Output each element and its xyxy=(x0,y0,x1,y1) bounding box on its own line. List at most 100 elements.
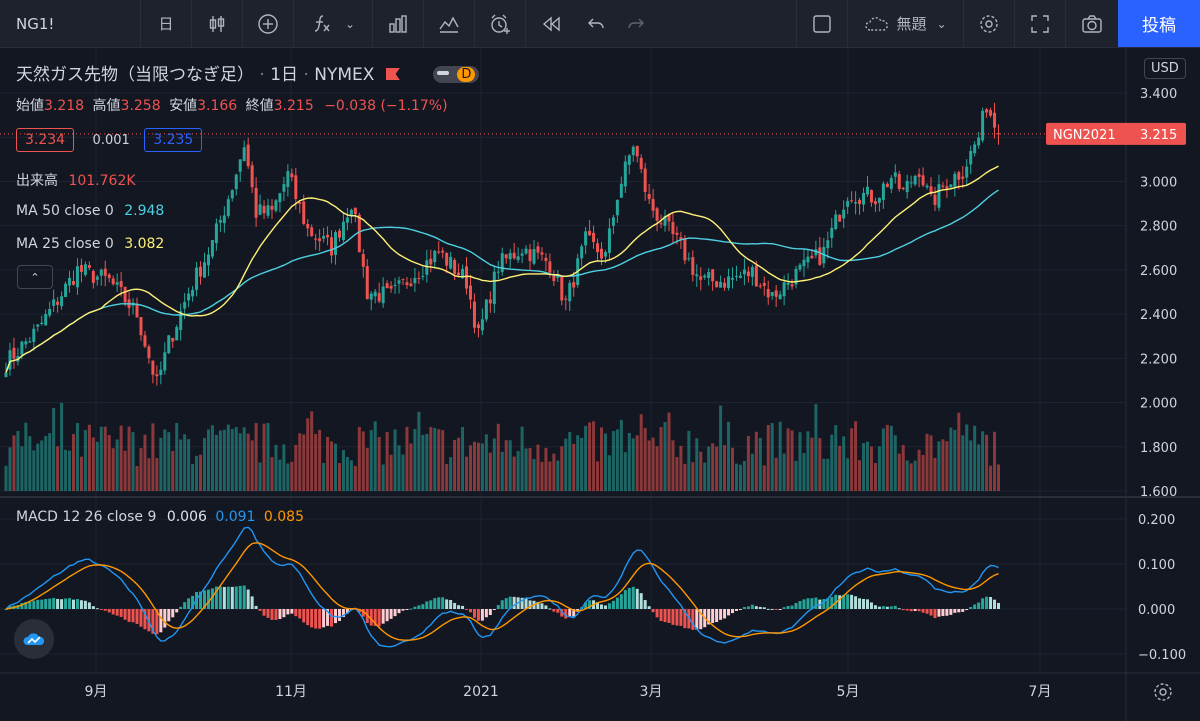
candle-body xyxy=(838,214,842,222)
fullscreen-button[interactable] xyxy=(1015,0,1065,47)
volume-bar xyxy=(330,441,334,491)
square-icon xyxy=(813,14,831,33)
layout-button[interactable] xyxy=(797,0,847,47)
candle-body xyxy=(719,282,723,288)
settings-button[interactable] xyxy=(964,0,1014,47)
macd-histogram-bar xyxy=(68,598,72,609)
compare-button[interactable] xyxy=(243,0,293,47)
candle-body xyxy=(691,257,695,275)
macd-histogram-bar xyxy=(862,598,866,609)
alert-button[interactable] xyxy=(475,0,525,47)
sell-button[interactable]: 3.234 xyxy=(16,128,75,152)
volume-bar xyxy=(278,459,282,491)
financials-button[interactable] xyxy=(373,0,423,47)
macd-histogram-bar xyxy=(159,609,163,633)
volume-bar xyxy=(32,450,36,491)
volume-bar xyxy=(357,426,361,491)
macd-histogram-bar xyxy=(778,609,782,610)
volume-bar xyxy=(862,443,866,491)
symbol-search[interactable]: NG1! xyxy=(0,0,140,47)
indicators-button[interactable]: ⌄ xyxy=(294,0,372,47)
collapse-legend-button[interactable]: ⌃ xyxy=(17,265,53,289)
volume-bar xyxy=(881,428,885,491)
ma50-label: MA 50 close 0 xyxy=(16,203,114,219)
candle-body xyxy=(119,281,123,288)
macd-histogram-bar xyxy=(421,604,425,609)
candle-body xyxy=(957,172,961,180)
macd-histogram-bar xyxy=(560,609,564,617)
macd-histogram-bar xyxy=(322,609,326,628)
volume-bar xyxy=(623,452,627,491)
candle-body xyxy=(290,173,294,178)
macd-histogram-bar xyxy=(814,597,818,609)
volume-bar xyxy=(361,431,365,491)
volume-bar xyxy=(508,440,512,491)
chart-canvas[interactable]: 3.4003.2003.0002.8002.6002.4002.2002.000… xyxy=(0,48,1200,721)
macd-histogram-bar xyxy=(314,609,318,629)
candle-body xyxy=(873,201,877,205)
delayed-badge[interactable]: D xyxy=(457,67,476,82)
undo-button[interactable] xyxy=(576,0,616,47)
templates-button[interactable] xyxy=(424,0,474,47)
currency-button[interactable]: USD xyxy=(1144,58,1186,79)
volume-bar xyxy=(68,450,72,491)
candle-body xyxy=(365,266,369,300)
toolbar-divider xyxy=(372,0,373,47)
candle-body xyxy=(270,205,274,210)
cloud-icon xyxy=(865,16,889,31)
volume-bar xyxy=(373,421,377,491)
macd-histogram-bar xyxy=(544,605,548,609)
volume-bar xyxy=(381,464,385,491)
volume-bar xyxy=(397,445,401,491)
plus-circle-icon xyxy=(258,13,278,34)
snapshot-button[interactable] xyxy=(1066,0,1118,47)
buy-button[interactable]: 3.235 xyxy=(144,128,203,152)
volume-bar xyxy=(405,426,409,491)
candle-body xyxy=(274,200,278,211)
interval-button[interactable]: 日 xyxy=(141,0,191,47)
fullscreen-icon xyxy=(1031,14,1049,33)
macd-histogram-bar xyxy=(901,609,905,611)
time-tick-label: 2021 xyxy=(463,684,499,700)
candle-body xyxy=(199,266,203,277)
candle-body xyxy=(353,207,357,215)
macd-histogram-bar xyxy=(643,600,647,609)
candle-body xyxy=(294,175,298,199)
volume-bar xyxy=(850,428,854,491)
tradingview-logo[interactable] xyxy=(14,619,54,659)
volume-bar xyxy=(548,461,552,491)
candle-body xyxy=(282,184,286,192)
volume-bar xyxy=(95,441,99,491)
volume-bar xyxy=(230,428,234,491)
redo-button[interactable] xyxy=(616,0,656,47)
macd-histogram-bar xyxy=(655,609,659,618)
save-layout-button[interactable]: 無題 ⌄ xyxy=(848,0,963,47)
volume-bar xyxy=(167,432,171,491)
macd-histogram-bar xyxy=(32,600,36,609)
macd-histogram-bar xyxy=(754,606,758,609)
candle-body xyxy=(278,193,282,203)
volume-bar xyxy=(738,464,742,491)
volume-bar xyxy=(865,441,869,491)
chart-type-button[interactable] xyxy=(192,0,242,47)
candle-body xyxy=(337,230,341,238)
gear-icon[interactable] xyxy=(1152,681,1172,701)
macd-histogram-bar xyxy=(28,601,32,609)
macd-histogram-bar xyxy=(437,597,441,609)
macd-histogram-bar xyxy=(64,598,68,609)
candle-body xyxy=(941,185,945,187)
macd-histogram-bar xyxy=(397,609,401,614)
candle-body xyxy=(953,173,957,187)
candle-body xyxy=(187,293,191,301)
candle-body xyxy=(893,172,897,177)
candle-body xyxy=(210,240,214,257)
macd-histogram-bar xyxy=(540,603,544,609)
volume-bar xyxy=(175,423,179,491)
flag-icon[interactable] xyxy=(385,68,400,80)
volume-bar xyxy=(913,460,917,491)
replay-button[interactable] xyxy=(526,0,576,47)
macd-histogram-bar xyxy=(115,609,119,616)
post-button[interactable]: 投稿 xyxy=(1118,0,1200,47)
volume-bar xyxy=(941,439,945,491)
volume-bar xyxy=(461,427,465,491)
